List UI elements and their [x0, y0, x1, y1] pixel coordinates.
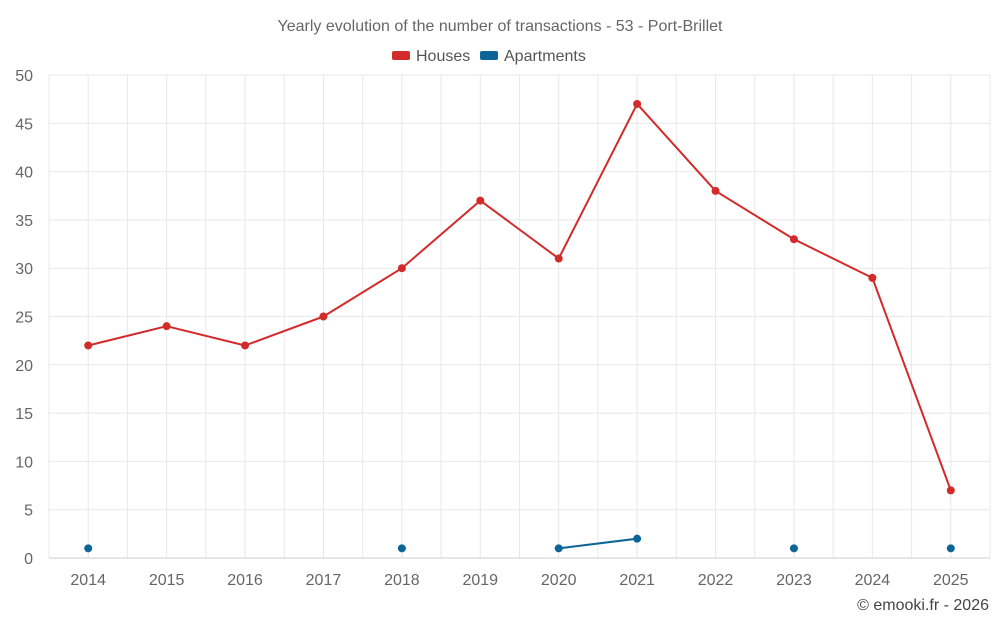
data-point[interactable] [162, 322, 171, 331]
series-group [84, 99, 955, 553]
y-tick-label: 10 [15, 454, 33, 471]
data-point[interactable] [554, 254, 563, 263]
legend-label: Houses [416, 48, 470, 65]
legend-swatch [392, 51, 410, 60]
x-tick-label: 2024 [855, 572, 891, 589]
data-point[interactable] [397, 544, 406, 553]
x-tick-label: 2020 [541, 572, 577, 589]
y-tick-label: 15 [15, 406, 33, 423]
data-point[interactable] [633, 99, 642, 108]
chart-title: Yearly evolution of the number of transa… [278, 18, 724, 35]
y-tick-label: 20 [15, 358, 33, 375]
series-houses [84, 99, 955, 495]
series-line [87, 102, 952, 491]
y-tick-label: 25 [15, 310, 33, 327]
data-point[interactable] [946, 544, 955, 553]
data-point[interactable] [397, 264, 406, 273]
x-axis: 2014 2015 2016 2017 2018 2019 2020 2021 2022 2023… [49, 557, 990, 589]
y-tick-label: 50 [15, 68, 33, 85]
x-tick-label: 2023 [776, 572, 812, 589]
series-apartments [84, 534, 955, 553]
legend[interactable]: Houses Apartments [392, 48, 586, 65]
x-tick-label: 2018 [384, 572, 420, 589]
x-tick-label: 2015 [149, 572, 185, 589]
x-tick-label: 2025 [933, 572, 969, 589]
series-line [558, 537, 638, 550]
data-point[interactable] [84, 544, 93, 553]
y-tick-label: 35 [15, 213, 33, 230]
data-point[interactable] [476, 196, 485, 205]
y-tick-label: 0 [24, 551, 33, 568]
data-point[interactable] [633, 534, 642, 543]
data-point[interactable] [789, 544, 798, 553]
legend-swatch [480, 51, 498, 60]
x-tick-label: 2017 [306, 572, 342, 589]
legend-item-apartments[interactable]: Apartments [480, 48, 586, 65]
x-tick-label: 2021 [619, 572, 655, 589]
x-tick-label: 2016 [227, 572, 263, 589]
x-tick-label: 2014 [70, 572, 106, 589]
y-tick-label: 5 [24, 503, 33, 520]
legend-item-houses[interactable]: Houses [392, 48, 470, 65]
data-point[interactable] [241, 341, 250, 350]
y-tick-label: 40 [15, 165, 33, 182]
y-tick-label: 30 [15, 261, 33, 278]
data-point[interactable] [84, 341, 93, 350]
y-axis: 0 5 10 15 20 25 30 35 40 45 50 [15, 68, 33, 568]
credit-text: © emooki.fr - 2026 [857, 597, 989, 614]
y-tick-label: 45 [15, 116, 33, 133]
data-point[interactable] [319, 312, 328, 321]
legend-label: Apartments [504, 48, 586, 65]
data-point[interactable] [868, 273, 877, 282]
data-point[interactable] [711, 186, 720, 195]
x-tick-label: 2022 [698, 572, 734, 589]
x-tick-label: 2019 [462, 572, 498, 589]
data-point[interactable] [946, 486, 955, 495]
data-point[interactable] [789, 235, 798, 244]
grid [48, 74, 991, 559]
data-point[interactable] [554, 544, 563, 553]
